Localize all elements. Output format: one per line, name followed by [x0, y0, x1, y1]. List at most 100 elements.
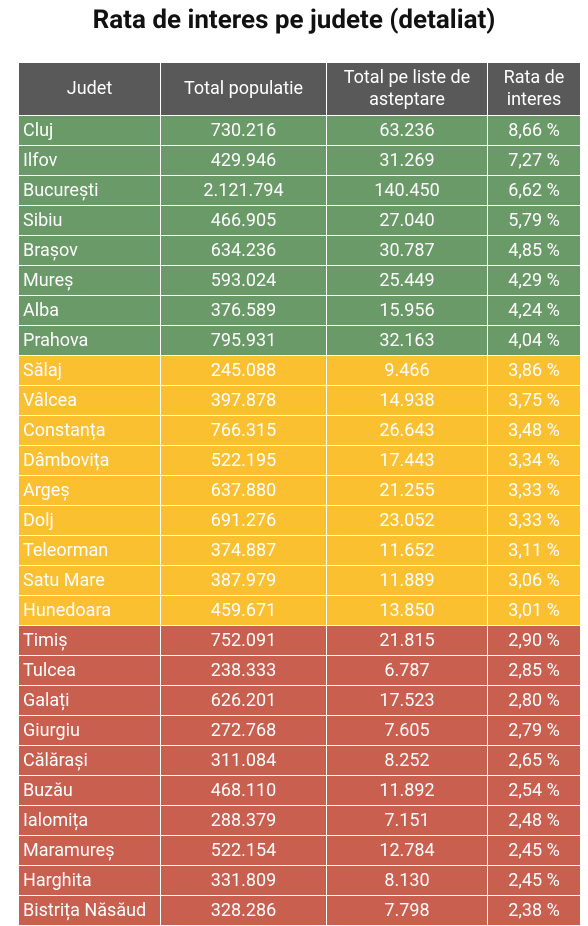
value-cell: 2,79 % [487, 715, 581, 746]
value-cell: 21.255 [326, 475, 488, 506]
value-cell: 429.946 [160, 145, 327, 176]
column-header: Rata de interes [487, 62, 581, 116]
table-row: Prahova 795.931 32.163 4,04 % [18, 325, 581, 356]
value-cell: 30.787 [326, 235, 488, 266]
county-cell: Teleorman [18, 535, 161, 566]
table-row: Cluj 730.216 63.236 8,66 % [18, 115, 581, 146]
data-table: Judet Total populatie Total pe liste de as… [18, 62, 581, 926]
value-cell: 466.905 [160, 205, 327, 236]
county-cell: Timiș [18, 625, 161, 656]
value-cell: 468.110 [160, 775, 327, 806]
table-row: Ialomița 288.379 7.151 2,48 % [18, 805, 581, 836]
value-cell: 23.052 [326, 505, 488, 536]
value-cell: 2,38 % [487, 895, 581, 926]
value-cell: 6.787 [326, 655, 488, 686]
value-cell: 3,75 % [487, 385, 581, 416]
county-cell: Dolj [18, 505, 161, 536]
value-cell: 328.286 [160, 895, 327, 926]
value-cell: 311.084 [160, 745, 327, 776]
county-cell: Giurgiu [18, 715, 161, 746]
column-header: Total pe liste de asteptare [326, 62, 488, 116]
value-cell: 2,54 % [487, 775, 581, 806]
value-cell: 691.276 [160, 505, 327, 536]
column-header: Total populatie [160, 62, 327, 116]
county-cell: Călărași [18, 745, 161, 776]
table-row: Bistrița Năsăud 328.286 7.798 2,38 % [18, 895, 581, 926]
value-cell: 9.466 [326, 355, 488, 386]
value-cell: 752.091 [160, 625, 327, 656]
value-cell: 4,04 % [487, 325, 581, 356]
table-row: Vâlcea 397.878 14.938 3,75 % [18, 385, 581, 416]
table-row: Brașov 634.236 30.787 4,85 % [18, 235, 581, 266]
header-row: Judet Total populatie Total pe liste de as… [18, 62, 581, 116]
value-cell: 8,66 % [487, 115, 581, 146]
value-cell: 3,06 % [487, 565, 581, 596]
table-body: Cluj 730.216 63.236 8,66 % Ilfov 429.946 31.26… [18, 115, 581, 926]
value-cell: 12.784 [326, 835, 488, 866]
table-row: Argeș 637.880 21.255 3,33 % [18, 475, 581, 506]
county-cell: Ialomița [18, 805, 161, 836]
table-row: Călărași 311.084 8.252 2,65 % [18, 745, 581, 776]
value-cell: 522.154 [160, 835, 327, 866]
value-cell: 8.252 [326, 745, 488, 776]
county-cell: Bistrița Năsăud [18, 895, 161, 926]
table-row: Harghita 331.809 8.130 2,45 % [18, 865, 581, 896]
value-cell: 32.163 [326, 325, 488, 356]
value-cell: 376.589 [160, 295, 327, 326]
value-cell: 2,45 % [487, 835, 581, 866]
county-cell: Galați [18, 685, 161, 716]
table-row: Constanța 766.315 26.643 3,48 % [18, 415, 581, 446]
table-row: Tulcea 238.333 6.787 2,85 % [18, 655, 581, 686]
county-cell: Cluj [18, 115, 161, 146]
table-row: Hunedoara 459.671 13.850 3,01 % [18, 595, 581, 626]
value-cell: 8.130 [326, 865, 488, 896]
value-cell: 4,24 % [487, 295, 581, 326]
value-cell: 26.643 [326, 415, 488, 446]
value-cell: 331.809 [160, 865, 327, 896]
value-cell: 4,29 % [487, 265, 581, 296]
value-cell: 593.024 [160, 265, 327, 296]
county-cell: Hunedoara [18, 595, 161, 626]
county-cell: Argeș [18, 475, 161, 506]
county-cell: Brașov [18, 235, 161, 266]
value-cell: 2,45 % [487, 865, 581, 896]
table-row: Satu Mare 387.979 11.889 3,06 % [18, 565, 581, 596]
table-row: Maramureș 522.154 12.784 2,45 % [18, 835, 581, 866]
table-row: Teleorman 374.887 11.652 3,11 % [18, 535, 581, 566]
value-cell: 272.768 [160, 715, 327, 746]
value-cell: 7.605 [326, 715, 488, 746]
column-header: Judet [18, 62, 161, 116]
value-cell: 795.931 [160, 325, 327, 356]
table-row: Buzău 468.110 11.892 2,54 % [18, 775, 581, 806]
value-cell: 634.236 [160, 235, 327, 266]
value-cell: 14.938 [326, 385, 488, 416]
table-row: Giurgiu 272.768 7.605 2,79 % [18, 715, 581, 746]
table-row: Galați 626.201 17.523 2,80 % [18, 685, 581, 716]
value-cell: 3,11 % [487, 535, 581, 566]
county-cell: Maramureș [18, 835, 161, 866]
table-row: Alba 376.589 15.956 4,24 % [18, 295, 581, 326]
value-cell: 374.887 [160, 535, 327, 566]
value-cell: 11.652 [326, 535, 488, 566]
value-cell: 2,90 % [487, 625, 581, 656]
county-cell: Satu Mare [18, 565, 161, 596]
value-cell: 245.088 [160, 355, 327, 386]
value-cell: 5,79 % [487, 205, 581, 236]
county-cell: Sălaj [18, 355, 161, 386]
value-cell: 11.889 [326, 565, 488, 596]
value-cell: 3,48 % [487, 415, 581, 446]
value-cell: 27.040 [326, 205, 488, 236]
value-cell: 2,80 % [487, 685, 581, 716]
value-cell: 63.236 [326, 115, 488, 146]
value-cell: 2.121.794 [160, 175, 327, 206]
table-row: Dolj 691.276 23.052 3,33 % [18, 505, 581, 536]
value-cell: 397.878 [160, 385, 327, 416]
value-cell: 459.671 [160, 595, 327, 626]
value-cell: 3,01 % [487, 595, 581, 626]
county-cell: Prahova [18, 325, 161, 356]
county-cell: Constanța [18, 415, 161, 446]
value-cell: 2,85 % [487, 655, 581, 686]
value-cell: 11.892 [326, 775, 488, 806]
value-cell: 13.850 [326, 595, 488, 626]
